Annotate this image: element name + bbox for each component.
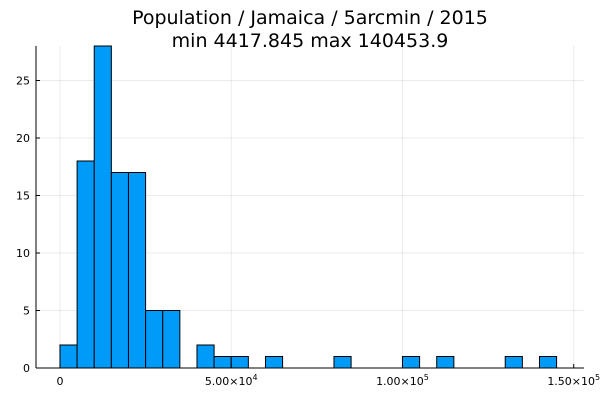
histogram-bar xyxy=(213,356,232,369)
histogram-bar xyxy=(401,356,421,369)
histogram-bar xyxy=(76,160,95,369)
x-tick-label: 5.00×104 xyxy=(205,373,258,388)
histogram-bar xyxy=(333,356,352,369)
y-tick-label: 20 xyxy=(16,132,30,145)
histogram-bar xyxy=(538,356,558,369)
histogram-bar xyxy=(504,356,523,369)
y-tick-label: 10 xyxy=(16,247,30,260)
histogram-bar xyxy=(93,45,112,369)
y-tick-label: 15 xyxy=(16,190,30,203)
x-tick-exponent: 5 xyxy=(424,373,429,382)
histogram-bar xyxy=(264,356,284,369)
histogram-bar xyxy=(162,310,181,369)
histogram-bar xyxy=(110,172,129,369)
histogram-bar xyxy=(145,310,164,369)
chart-title: Population / Jamaica / 5arcmin / 2015 xyxy=(132,7,488,29)
x-tick-exponent: 5 xyxy=(595,373,600,382)
y-tick-label: 0 xyxy=(23,362,30,375)
x-tick-label: 1.50×105 xyxy=(547,373,600,388)
histogram-bar xyxy=(230,356,249,369)
histogram-bar xyxy=(436,356,455,369)
histogram-bar xyxy=(196,344,215,369)
axes-layer xyxy=(35,46,584,369)
x-tick-label: 0 xyxy=(56,375,63,388)
y-tick-label: 5 xyxy=(23,305,30,318)
x-tick-exponent: 4 xyxy=(253,373,258,382)
y-tick-label: 25 xyxy=(16,75,30,88)
chart-subtitle: min 4417.845 max 140453.9 xyxy=(172,30,449,52)
x-tick-label: 1.00×105 xyxy=(376,373,429,388)
histogram-bar xyxy=(127,172,147,369)
ticks-layer: 0 5 10 15 20 25 0 5.00×104 1.00×105 1.50×105 xyxy=(16,75,600,389)
histogram-bar xyxy=(59,344,78,369)
bars-layer xyxy=(59,45,558,369)
